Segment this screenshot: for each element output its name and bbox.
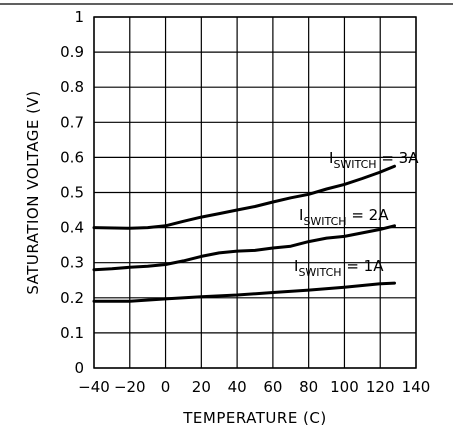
x-tick-label: 0: [161, 378, 171, 396]
x-tick-label: 40: [228, 378, 247, 396]
x-tick-label: −40: [78, 378, 110, 396]
x-tick-label: 140: [402, 378, 431, 396]
y-tick-label: 0.6: [60, 148, 84, 166]
x-tick-label: 60: [263, 378, 282, 396]
plot-frame: [93, 16, 417, 369]
grid: [93, 16, 417, 369]
series-line-1: [92, 164, 396, 230]
series-labels: ISWITCH = 3A ISWITCH = 2A ISWITCH = 1A: [294, 149, 419, 279]
y-tick-label: 0.4: [60, 219, 84, 237]
x-tick-label: 80: [299, 378, 318, 396]
series-label-3: ISWITCH = 1A: [294, 257, 384, 279]
series-label-1: ISWITCH = 3A: [329, 149, 419, 171]
x-tick-label: 20: [192, 378, 211, 396]
series-line-2: [92, 224, 396, 272]
y-tick-label: 0.7: [60, 113, 84, 131]
x-tick-label: 120: [366, 378, 395, 396]
y-tick-label: 1: [74, 8, 84, 26]
x-tick-label: 100: [330, 378, 359, 396]
y-tick-label: 0.2: [60, 289, 84, 307]
y-axis-label: SATURATION VOLTAGE (V): [24, 90, 42, 294]
series-line-3: [92, 281, 396, 303]
y-tick-label: 0.1: [60, 324, 84, 342]
x-tick-label: −20: [114, 378, 146, 396]
y-tick-label: 0.9: [60, 43, 84, 61]
series-lines: [92, 164, 396, 303]
y-tick-label: 0.3: [60, 254, 84, 272]
y-tick-label: 0: [74, 359, 84, 377]
series-label-2: ISWITCH = 2A: [299, 206, 389, 228]
x-axis-label: TEMPERATURE (C): [182, 409, 327, 427]
y-tick-label: 0.8: [60, 78, 84, 96]
y-tick-labels: 0 0.1 0.2 0.3 0.4 0.5 0.6 0.7 0.8 0.9 1: [60, 8, 84, 377]
y-tick-label: 0.5: [60, 184, 84, 202]
x-tick-labels: −40 −20 0 20 40 60 80 100 120 140: [78, 378, 430, 396]
